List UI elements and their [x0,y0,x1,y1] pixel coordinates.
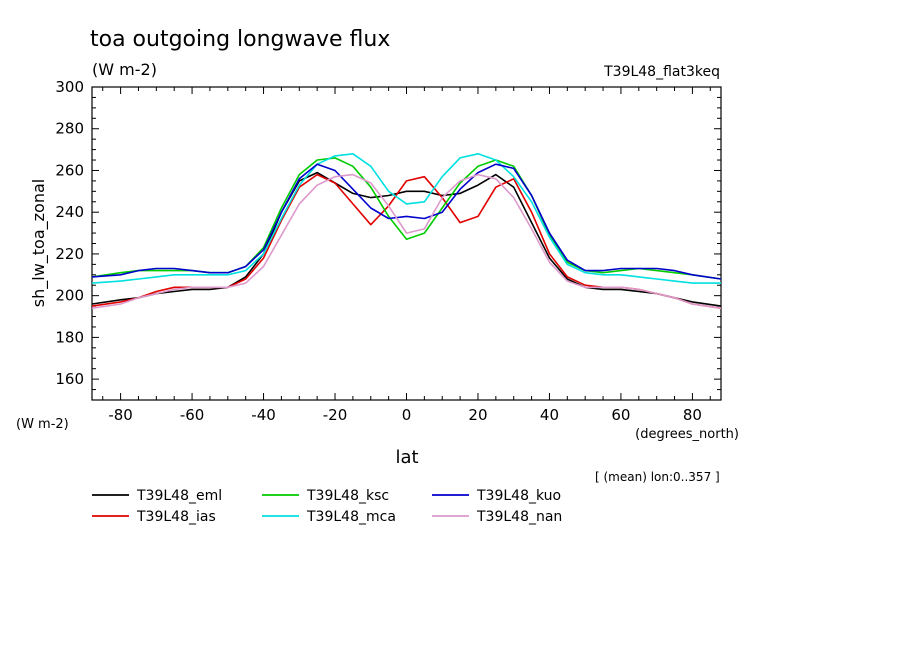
chart-title: toa outgoing longwave flux [90,27,390,52]
x-tick-label: -20 [323,406,348,424]
y-tick-label: 300 [55,78,84,96]
series-line-T39L48_mca [92,153,721,284]
chart-units: (W m-2) [92,60,157,79]
x-axis: -80 -60 -40 -20 0 20 40 60 80 [102,87,711,424]
x-tick-label: 40 [540,406,559,424]
legend-label: T39L48_kuo [476,488,561,504]
series-line-T39L48_kuo [92,163,721,280]
y-tick-label: 220 [55,245,84,263]
y-axis-units: (W m-2) [16,417,69,432]
series-line-T39L48_ksc [92,157,721,280]
series-lines [92,153,721,309]
experiment-label: T39L48_flat3keq [603,64,720,80]
legend-label: T39L48_ias [136,509,216,525]
y-tick-label: 260 [55,161,84,179]
series-line-T39L48_nan [92,173,721,309]
y-axis: 160 180 200 220 240 260 280 300 [55,78,721,391]
x-tick-label: 0 [402,406,412,424]
y-tick-label: 280 [55,120,84,138]
x-tick-label: -40 [251,406,276,424]
y-tick-label: 160 [55,370,84,388]
y-axis-label: sh_lw_toa_zonal [29,179,49,307]
x-tick-label: 20 [468,406,487,424]
plot-frame [91,86,722,401]
legend-label: T39L48_nan [476,509,562,525]
series-line-T39L48_eml [92,171,721,307]
x-tick-label: 80 [683,406,702,424]
y-tick-label: 180 [55,328,84,346]
x-axis-units: (degrees_north) [635,427,739,442]
x-tick-label: 60 [611,406,630,424]
y-tick-label: 200 [55,287,84,305]
legend-label: T39L48_eml [136,488,222,504]
y-tick-label: 240 [55,203,84,221]
legend: T39L48_eml T39L48_ias T39L48_ksc T39L48_mca… [92,488,562,525]
x-tick-label: -80 [108,406,133,424]
x-tick-label: -60 [180,406,205,424]
legend-label: T39L48_ksc [306,488,389,504]
legend-label: T39L48_mca [306,509,396,525]
mean-note: [ (mean) lon:0..357 ] [595,470,720,484]
x-axis-label: lat [395,447,418,468]
